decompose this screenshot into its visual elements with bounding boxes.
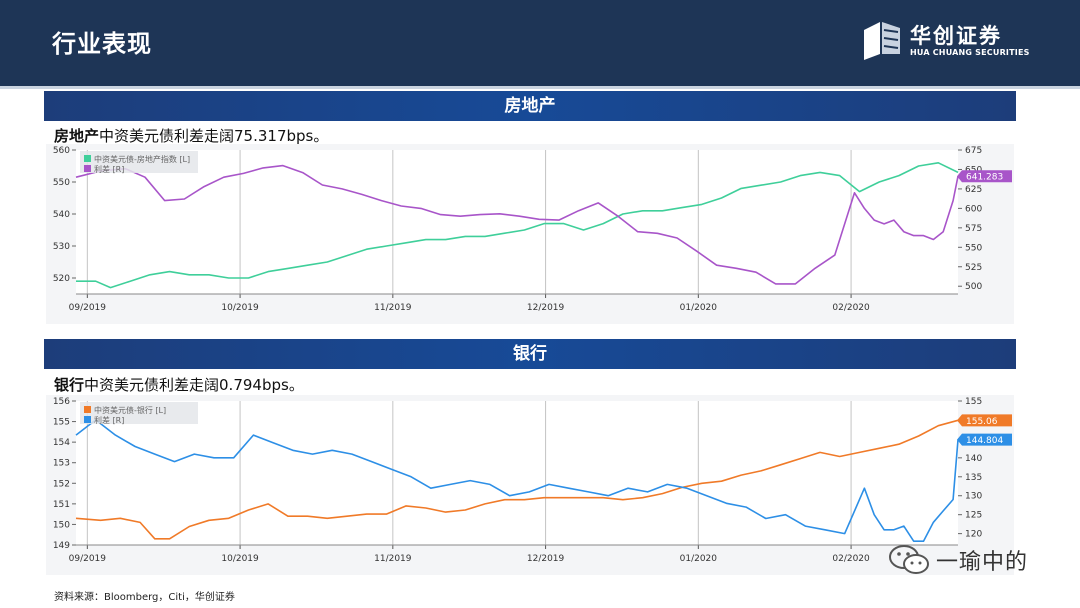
right-y-tick-label: 525 — [965, 263, 982, 273]
right-y-tick-label: 135 — [965, 473, 982, 483]
legend-box — [80, 402, 198, 424]
legend-label: 中资美元债-房地产指数 [L] — [94, 154, 190, 164]
chart-real-estate-svg: 09/2019 10/2019 11/2019 12/2019 01/2020 02/20… — [46, 144, 1014, 324]
header-bar: 行业表现 华创证券 HUA CHUANG SECURITIES — [0, 0, 1080, 89]
x-tick-label: 10/2019 — [221, 554, 259, 564]
chart-bank-svg: 09/2019 10/2019 11/2019 12/2019 01/2020 02/20… — [46, 395, 1014, 575]
right-y-tick-label: 500 — [965, 282, 982, 292]
left-y-tick-label: 550 — [53, 178, 70, 188]
right-y-tick-label: 155 — [965, 397, 982, 407]
right-y-tick-label: 575 — [965, 224, 982, 234]
x-tick-label: 02/2020 — [832, 554, 870, 564]
desc-bold: 房地产 — [54, 127, 100, 145]
right-y-tick-label: 130 — [965, 492, 982, 502]
right-y-tick-label: 550 — [965, 243, 982, 253]
x-tick-label: 11/2019 — [374, 554, 412, 564]
legend-swatch — [84, 416, 91, 423]
legend-swatch — [84, 165, 91, 172]
chart-real-estate: 09/2019 10/2019 11/2019 12/2019 01/2020 02/20… — [46, 144, 1014, 324]
right-y-tick-label: 125 — [965, 511, 982, 521]
right-y-tick-label: 600 — [965, 204, 982, 214]
legend-box — [80, 151, 198, 173]
company-logo: 华创证券 HUA CHUANG SECURITIES — [862, 20, 1029, 62]
x-tick-label: 10/2019 — [221, 303, 259, 313]
value-badge-label: 144.804 — [966, 436, 1003, 446]
section-bar-bank: 银行 — [44, 339, 1016, 369]
value-badge-label: 641.283 — [966, 173, 1003, 183]
legend-label: 利差 [R] — [94, 164, 124, 174]
x-tick-label: 12/2019 — [527, 303, 565, 313]
x-tick-label: 11/2019 — [374, 303, 412, 313]
x-tick-label: 02/2020 — [832, 303, 870, 313]
watermark-text: 一瑜中的 — [936, 550, 1029, 575]
watermark: 一瑜中的 — [888, 542, 1068, 578]
series-line-0 — [75, 419, 959, 540]
desc-bold: 银行 — [54, 376, 85, 394]
source-note: 资料来源：Bloomberg，Citi，华创证券 — [54, 592, 235, 603]
right-y-tick-label: 140 — [965, 454, 982, 464]
wechat-icon — [889, 545, 929, 574]
section-description-bank: 银行中资美元债利差走阔0.794bps。 — [54, 374, 304, 395]
left-y-tick-label: 150 — [53, 520, 70, 530]
left-y-tick-label: 520 — [53, 274, 70, 284]
left-y-tick-label: 155 — [53, 418, 70, 428]
left-y-tick-label: 151 — [53, 500, 70, 510]
series-line-1 — [75, 419, 959, 542]
right-y-tick-label: 625 — [965, 185, 982, 195]
desc-text: 中资美元债利差走阔0.794bps。 — [84, 376, 304, 394]
x-tick-label: 09/2019 — [69, 554, 107, 564]
series-line-1 — [75, 164, 959, 285]
chart-bank: 09/2019 10/2019 11/2019 12/2019 01/2020 02/20… — [46, 395, 1014, 575]
left-y-tick-label: 153 — [53, 459, 70, 469]
value-badge — [957, 170, 1012, 183]
logo-text-en: HUA CHUANG SECURITIES — [910, 48, 1030, 57]
left-y-tick-label: 540 — [53, 210, 70, 220]
right-y-tick-label: 120 — [965, 530, 982, 540]
right-y-tick-label: 675 — [965, 146, 982, 156]
logo-text-cn: 华创证券 — [910, 24, 1002, 48]
section-description-real-estate: 房地产中资美元债利差走阔75.317bps。 — [54, 125, 328, 146]
value-badge — [957, 433, 1012, 446]
plot-area — [76, 150, 958, 294]
left-y-tick-label: 530 — [53, 242, 70, 252]
plot-area — [76, 401, 958, 545]
x-tick-label: 12/2019 — [527, 554, 565, 564]
left-y-tick-label: 156 — [53, 397, 70, 407]
x-tick-label: 01/2020 — [680, 303, 718, 313]
logo-cube-icon — [864, 22, 900, 60]
left-y-tick-label: 154 — [53, 438, 70, 448]
x-tick-label: 09/2019 — [69, 303, 107, 313]
legend-label: 中资美元债-银行 [L] — [94, 405, 166, 415]
left-y-tick-label: 560 — [53, 146, 70, 156]
value-badge-label: 155.06 — [966, 417, 998, 427]
legend-label: 利差 [R] — [94, 415, 124, 425]
section-bar-real-estate: 房地产 — [44, 91, 1016, 121]
left-y-tick-label: 149 — [53, 541, 70, 551]
value-badge — [957, 414, 1012, 427]
legend-swatch — [84, 155, 91, 162]
series-line-0 — [76, 161, 959, 289]
left-y-tick-label: 152 — [53, 479, 70, 489]
desc-text: 中资美元债利差走阔75.317bps。 — [99, 127, 329, 145]
page-title: 行业表现 — [52, 30, 152, 58]
legend-swatch — [84, 406, 91, 413]
x-tick-label: 01/2020 — [680, 554, 718, 564]
